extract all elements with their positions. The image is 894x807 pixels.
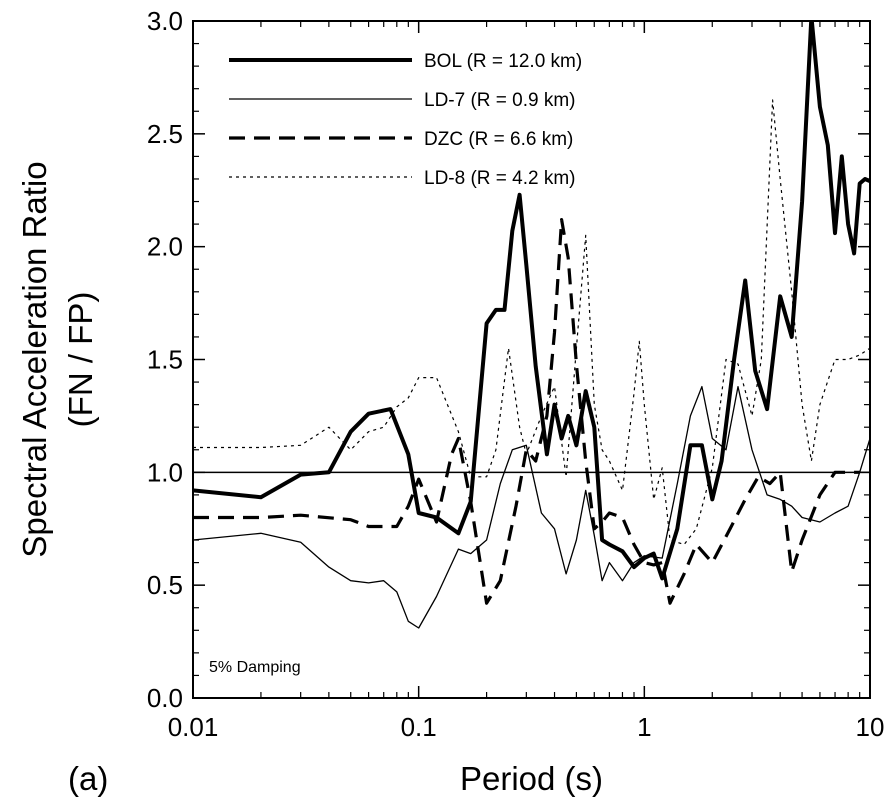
series-line-2 <box>193 218 860 605</box>
legend: BOL (R = 12.0 km) LD-7 (R = 0.9 km) DZC (R… <box>229 51 582 189</box>
y-tick-label: 2.5 <box>147 119 183 149</box>
legend-label-1: LD-7 (R = 0.9 km) <box>424 90 576 111</box>
x-tick-label: 0.01 <box>168 712 219 742</box>
damping-annotation: 5% Damping <box>209 659 301 676</box>
series-line-3 <box>193 99 870 546</box>
axes-layer: 0.0 0.5 1.0 1.5 2.0 2.5 3.0 0.01 0.1 1 10 <box>147 6 885 742</box>
series-layer <box>193 21 870 629</box>
panel-label: (a) <box>68 760 108 797</box>
x-tick-label: 1 <box>637 712 651 742</box>
y-axis-title-line-1: Spectral Acceleration Ratio <box>16 161 53 557</box>
x-axis-title: Period (s) <box>460 760 603 797</box>
y-tick-label: 3.0 <box>147 6 183 36</box>
y-axis-title-line-2: (FN / FP) <box>62 292 99 428</box>
y-tick-label: 1.5 <box>147 345 183 375</box>
x-tick-label: 10 <box>856 712 885 742</box>
series-line-1 <box>193 385 870 629</box>
y-tick-label: 0.5 <box>147 570 183 600</box>
y-tick-label: 0.0 <box>147 683 183 713</box>
legend-label-0: BOL (R = 12.0 km) <box>424 51 582 72</box>
y-tick-label: 2.0 <box>147 232 183 262</box>
legend-label-3: LD-8 (R = 4.2 km) <box>424 168 576 189</box>
legend-label-2: DZC (R = 6.6 km) <box>424 129 573 150</box>
x-tick-label: 0.1 <box>401 712 437 742</box>
y-tick-label: 1.0 <box>147 457 183 487</box>
